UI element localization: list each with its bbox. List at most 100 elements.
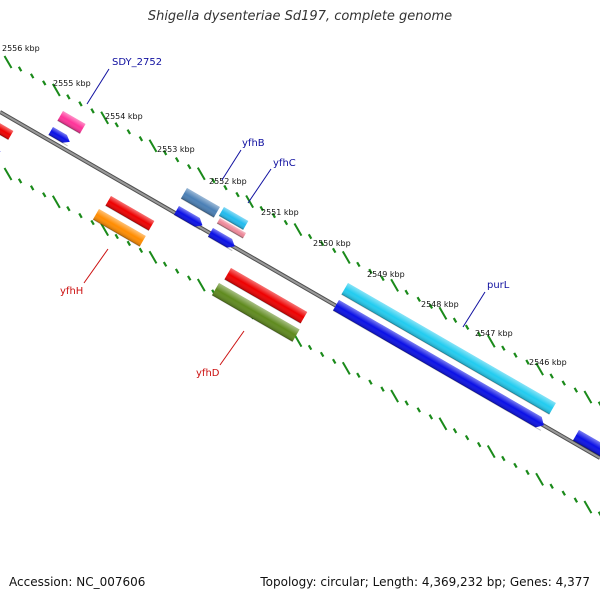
minor-tick	[332, 358, 337, 365]
minor-tick	[162, 150, 168, 156]
minor-tick	[90, 108, 95, 114]
minor-tick	[332, 247, 337, 254]
minor-tick	[573, 497, 579, 503]
gene-yfhc[interactable]	[218, 207, 249, 231]
gene-feature-blue[interactable]	[332, 300, 547, 431]
minor-tick	[42, 80, 47, 86]
minor-tick	[174, 156, 180, 163]
minor-tick	[404, 289, 409, 296]
minor-tick	[476, 441, 482, 448]
gene-sdy2752[interactable]	[57, 111, 86, 134]
gene-feature-red[interactable]	[224, 268, 308, 324]
gene-yfhd[interactable]	[211, 283, 300, 343]
gene-label[interactable]: yfhD	[196, 368, 220, 379]
gene-feature-blue[interactable]	[207, 228, 237, 252]
minor-tick	[138, 247, 144, 254]
gene-feature-red[interactable]	[105, 196, 155, 231]
minor-tick	[259, 205, 264, 212]
major-tick	[438, 306, 448, 320]
gene-label-leader	[86, 68, 110, 105]
major-tick	[196, 278, 206, 292]
major-tick	[245, 195, 254, 209]
gene-label[interactable]: SDY_2752	[112, 57, 162, 68]
minor-tick	[66, 94, 71, 100]
gene-yfhb[interactable]	[180, 188, 220, 218]
minor-tick	[513, 352, 518, 358]
gene-label-leader	[83, 248, 109, 284]
topology-text: Topology: circular; Length: 4,369,232 bp…	[260, 575, 590, 589]
gene-label[interactable]: yfhC	[273, 158, 296, 169]
minor-tick	[235, 191, 240, 198]
minor-tick	[283, 219, 289, 226]
major-tick	[293, 222, 303, 237]
gene-feature-red-edge[interactable]	[0, 121, 14, 141]
kbp-label: 2547 kbp	[475, 329, 513, 338]
minor-tick	[380, 386, 385, 392]
kbp-label: 2553 kbp	[157, 145, 195, 154]
gene-label-leader	[221, 149, 242, 181]
minor-tick	[428, 303, 434, 310]
kbp-label: 2546 kbp	[529, 358, 567, 367]
kbp-label: 2548 kbp	[421, 300, 459, 309]
tick-track	[3, 55, 600, 407]
minor-tick	[356, 372, 361, 378]
major-tick	[293, 333, 303, 348]
minor-tick	[29, 185, 35, 191]
minor-tick	[561, 490, 566, 496]
major-tick	[341, 250, 351, 264]
minor-tick	[549, 483, 554, 489]
minor-tick	[126, 240, 132, 247]
minor-tick	[66, 205, 71, 212]
minor-tick	[525, 359, 530, 365]
minor-tick	[561, 380, 566, 386]
gene-feature-pink[interactable]	[216, 218, 246, 239]
minor-tick	[78, 212, 83, 219]
major-tick	[3, 55, 13, 69]
minor-tick	[452, 317, 458, 323]
minor-tick	[319, 240, 325, 247]
major-tick	[148, 139, 158, 153]
gene-feature-blue-edge[interactable]	[0, 143, 3, 156]
minor-tick	[464, 324, 470, 330]
minor-tick	[307, 233, 313, 240]
minor-tick	[525, 469, 530, 476]
minor-tick	[114, 122, 119, 128]
major-tick	[486, 334, 496, 348]
minor-tick	[452, 428, 458, 434]
gene-label-leader	[247, 168, 272, 204]
minor-tick	[404, 400, 409, 406]
major-tick	[583, 390, 593, 404]
major-tick	[535, 472, 544, 486]
minor-tick	[307, 344, 313, 351]
major-tick	[148, 250, 158, 264]
gene-label[interactable]: yfhB	[242, 138, 265, 149]
gene-feature-blue[interactable]	[173, 206, 205, 231]
map-title: Shigella dysenteriae Sd197, complete gen…	[147, 9, 453, 24]
gene-feature-blue[interactable]	[572, 430, 600, 461]
kbp-label: 2552 kbp	[209, 177, 247, 186]
minor-tick	[114, 233, 119, 240]
minor-tick	[319, 351, 325, 358]
gene-purl[interactable]	[341, 283, 556, 415]
minor-tick	[174, 268, 180, 274]
major-tick	[3, 167, 13, 181]
minor-tick	[17, 66, 23, 72]
minor-tick	[126, 129, 132, 135]
minor-tick	[90, 219, 95, 226]
major-tick	[341, 361, 351, 375]
minor-tick	[138, 136, 144, 142]
minor-tick	[416, 407, 421, 413]
minor-tick	[549, 373, 554, 379]
minor-tick	[211, 177, 216, 184]
minor-tick	[428, 414, 434, 420]
gene-label[interactable]: purL	[487, 280, 510, 291]
gene-yfhh[interactable]	[92, 209, 146, 247]
kbp-label: 2549 kbp	[367, 270, 405, 279]
gene-feature-blue[interactable]	[48, 127, 73, 147]
minor-tick	[501, 345, 506, 351]
major-tick	[51, 83, 61, 97]
minor-tick	[187, 163, 192, 170]
gene-label[interactable]: yfhH	[60, 286, 83, 297]
major-tick	[100, 111, 110, 125]
